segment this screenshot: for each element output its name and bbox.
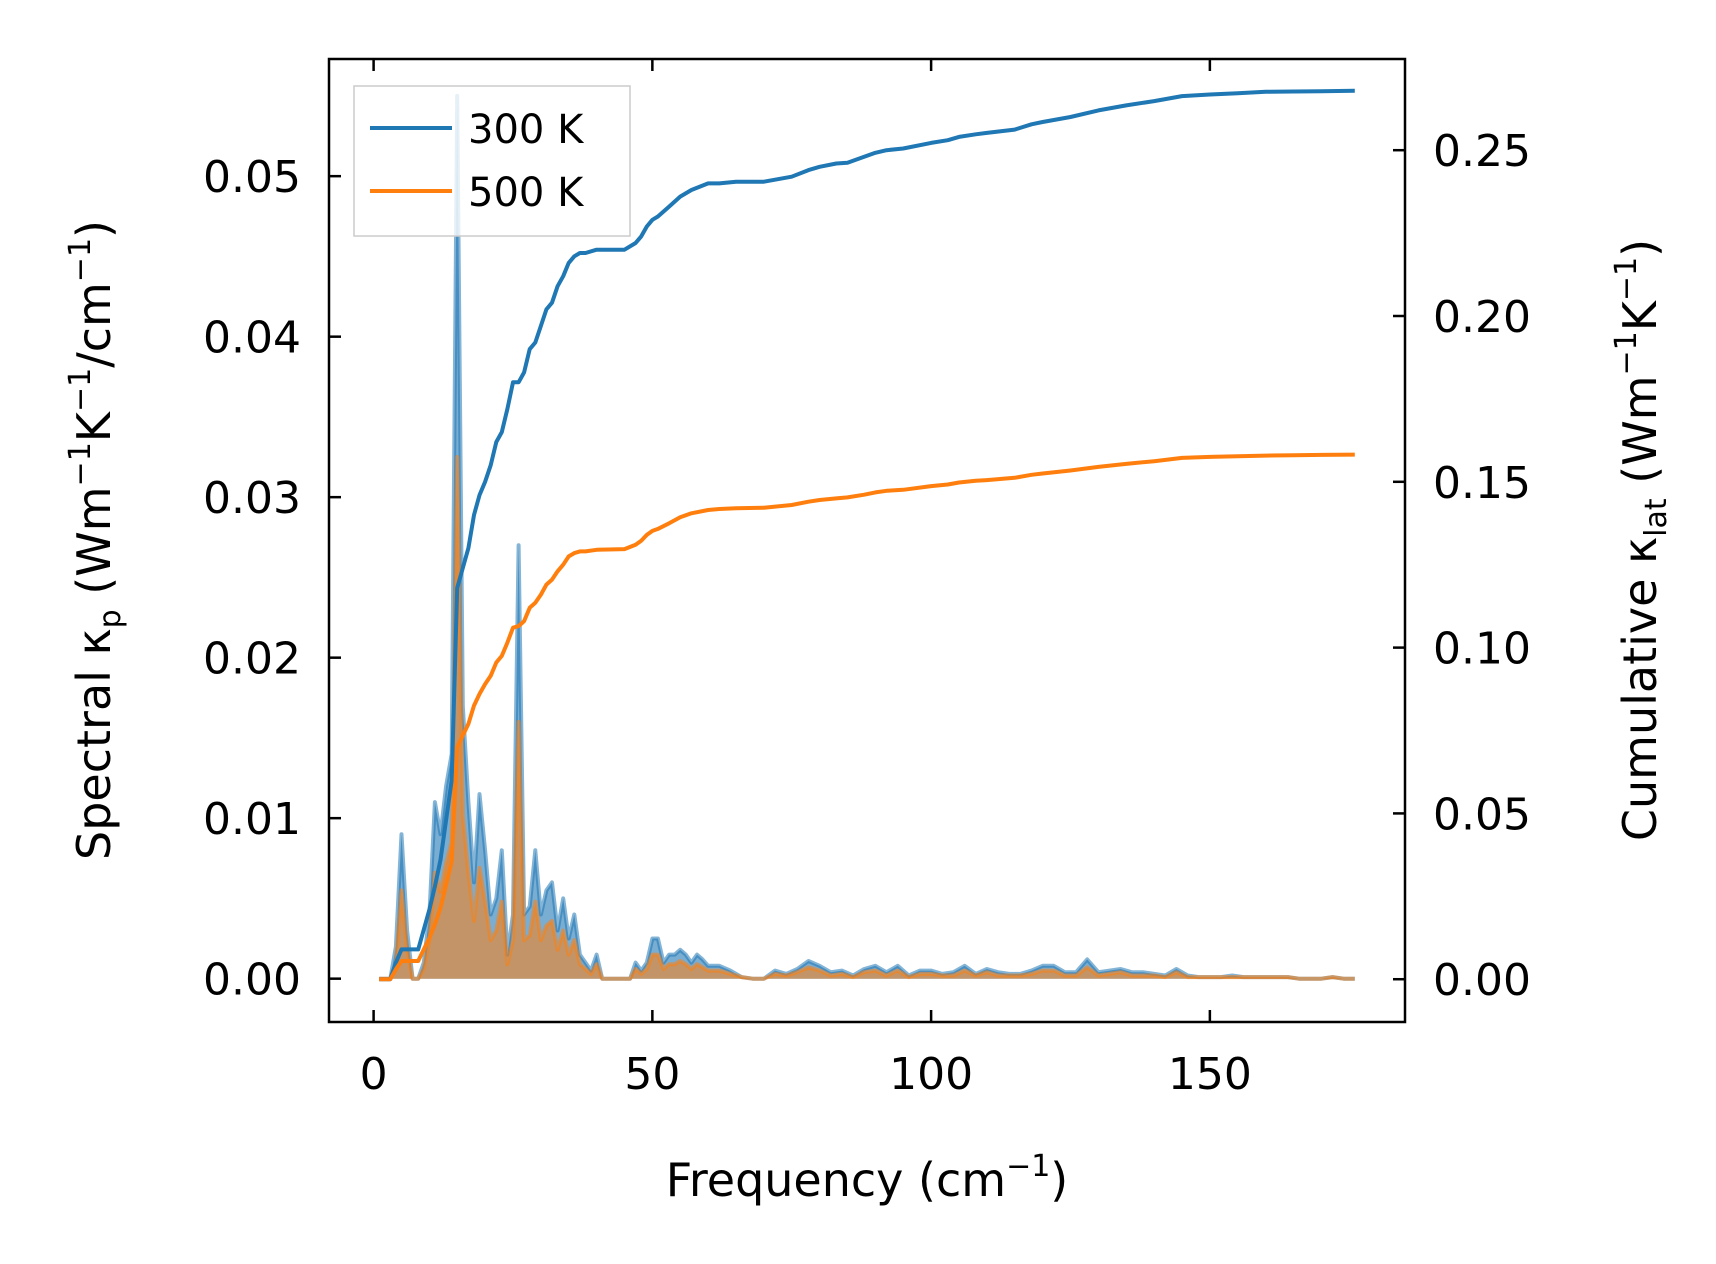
spectral-line-300k [379,93,1355,981]
y-right-tick-label: 0.00 [1433,955,1531,1006]
legend-label-300k: 300 K [468,107,585,153]
y-left-label-sup-3: −1 [63,238,98,282]
y-left-tick-label: 0.05 [203,152,301,203]
series-layer [379,88,1355,982]
y-left-tick-label: 0.04 [203,313,301,364]
y-left-label-rest-2: K [67,410,121,442]
legend-frame [353,85,631,237]
x-tick-label: 100 [889,1049,973,1100]
y-left-label-rest-3: /cm [67,282,121,368]
y-right-label-rest-1: (Wm [1613,375,1667,498]
legend-label-500k: 500 K [468,170,585,216]
x-axis-label: Frequency (cm−1) [666,1149,1069,1207]
legend: 300 K 500 K [353,85,631,237]
x-tick-label: 150 [1168,1049,1252,1100]
y-right-label-end: ) [1613,239,1667,257]
y-left-tick-label: 0.00 [203,955,301,1006]
y-right-label-sup-1: −1 [1609,331,1644,375]
y-left-label-sub: p [93,609,128,628]
y-left-tick-label: 0.03 [203,473,301,524]
y-left-label-rest-1: (Wm [67,486,121,609]
y-right-label-sub: lat [1639,498,1674,537]
x-axis-label-main: Frequency (cm [666,1153,1006,1207]
y-right-tick-label: 0.20 [1433,292,1531,343]
y-right-axis-label: Cumulative κlat (Wm−1K−1) [1609,239,1674,841]
y-left-label-sup-1: −1 [63,442,98,486]
x-axis-label-end: ) [1050,1153,1068,1207]
y-right-tick-label: 0.10 [1433,624,1531,675]
spectral-line-500k [379,455,1355,981]
y-left-label-sup-2: −1 [63,368,98,412]
y-left-label-main: Spectral κ [67,628,121,860]
x-tick-label: 0 [360,1049,388,1100]
plot-area [327,57,1407,1024]
ticks-layer: 0 50 100 150 0.00 0.01 0.02 0.03 0.04 0.05 0.00 0.0… [203,59,1531,1100]
y-left-axis-label: Spectral κp (Wm−1K−1/cm−1) [63,220,128,860]
y-right-label-rest-2: K [1613,299,1667,331]
y-right-tick-label: 0.15 [1433,458,1531,509]
x-tick-label: 50 [624,1049,680,1100]
plot-frame [327,57,1407,1024]
y-right-label-sup-2: −1 [1609,257,1644,301]
y-left-label-end: ) [67,220,121,238]
y-left-tick-label: 0.01 [203,794,301,845]
cumulative-line-300k [379,88,1355,982]
y-right-tick-label: 0.05 [1433,789,1531,840]
y-right-label-main: Cumulative κ [1613,537,1667,841]
x-axis-label-sup: −1 [1006,1149,1050,1184]
y-right-tick-label: 0.25 [1433,126,1531,177]
spectral-area-500k [379,457,1355,979]
cumulative-line-500k [379,452,1355,982]
y-left-tick-label: 0.02 [203,634,301,685]
